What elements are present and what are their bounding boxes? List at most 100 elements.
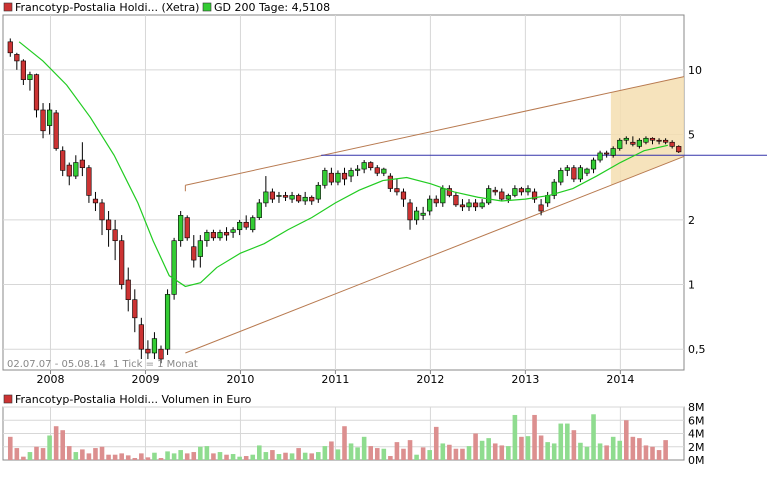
candle-body [269, 191, 276, 200]
candle-body [158, 348, 164, 360]
candle-body [676, 146, 682, 153]
candlestick [387, 173, 393, 192]
candle-body [33, 74, 40, 111]
candlestick [125, 267, 131, 312]
candlestick-series [7, 38, 682, 364]
volume-bar [99, 446, 105, 460]
volume-bar [453, 448, 459, 460]
candle-body [217, 232, 223, 239]
volume-bar [270, 450, 275, 460]
candle-body [282, 195, 289, 198]
candle-body [551, 181, 557, 196]
candlestick [459, 199, 466, 212]
candlestick [394, 179, 400, 196]
volume-bar [60, 430, 65, 460]
volume-bar [610, 436, 616, 460]
candle-body [204, 232, 210, 242]
price-y-tick-label: 2 [688, 214, 695, 227]
candlestick [505, 193, 511, 203]
candle-body [355, 168, 361, 171]
candle-body [289, 195, 295, 200]
volume-bar [322, 446, 328, 460]
volume-y-tick-label: 2M [688, 441, 705, 454]
volume-bar [604, 445, 609, 460]
volume-bar [368, 446, 374, 460]
candlestick [250, 215, 256, 233]
candlestick [649, 137, 656, 145]
volume-bar [7, 436, 13, 460]
candle-body [361, 162, 367, 170]
ma200-line [18, 41, 668, 288]
volume-bar [460, 448, 465, 460]
price-y-tick-label: 5 [688, 128, 695, 141]
candlestick [256, 199, 262, 220]
candle-body [368, 162, 374, 169]
volume-bar [512, 414, 518, 460]
candle-body [525, 188, 531, 193]
candlestick [368, 161, 374, 171]
volume-bar [329, 441, 334, 460]
volume-bar [355, 447, 360, 460]
volume-bar [276, 454, 282, 460]
candle-body [564, 167, 570, 171]
x-axis-year-label: 2011 [321, 373, 349, 386]
candle-body [617, 139, 623, 149]
candle-body [531, 191, 538, 200]
candle-body [394, 188, 400, 193]
volume-bar [381, 448, 387, 460]
volume-legend-label: Francotyp-Postalia Holdi... Volumen in E… [15, 393, 252, 406]
candlestick [636, 138, 642, 149]
volume-bar [158, 458, 164, 460]
candlestick [178, 211, 184, 247]
candlestick [145, 340, 151, 360]
candlestick [230, 227, 236, 238]
price-legend-label: Francotyp-Postalia Holdi... (Xetra) [15, 1, 199, 14]
candlestick [151, 332, 158, 360]
candlestick [590, 157, 597, 174]
volume-bar [119, 453, 124, 460]
candle-body [47, 109, 53, 126]
candlestick [138, 317, 144, 360]
candle-body [7, 41, 13, 54]
volume-bar [558, 423, 564, 460]
volume-bar [315, 452, 321, 460]
candle-body [263, 191, 269, 204]
candle-body [407, 202, 413, 221]
volume-bar [80, 449, 85, 460]
candle-body [420, 212, 426, 216]
candle-body [119, 240, 125, 285]
candle-body [14, 54, 20, 62]
candlestick [335, 170, 341, 186]
candlestick [466, 199, 472, 212]
candlestick [328, 167, 334, 186]
x-axis-year-label: 2014 [606, 373, 634, 386]
candle-body [446, 188, 452, 196]
candlestick [269, 188, 276, 203]
candlestick [577, 165, 584, 183]
candlestick [558, 167, 564, 186]
candle-body [545, 195, 551, 204]
candlestick [518, 186, 525, 196]
price-gridlines [3, 15, 684, 370]
candle-body [322, 170, 328, 186]
volume-bar [394, 442, 400, 460]
volume-bar [125, 455, 131, 460]
volume-bar [289, 453, 295, 460]
volume-bar [407, 440, 413, 460]
candlestick [263, 176, 269, 207]
volume-bar [152, 452, 157, 460]
volume-bar [106, 454, 111, 460]
candle-body [335, 172, 341, 183]
candlestick [669, 140, 675, 149]
volume-bar [643, 445, 649, 460]
candlestick [499, 188, 505, 201]
candlestick [663, 138, 669, 145]
volume-bar [663, 440, 668, 460]
volume-bar [551, 443, 557, 460]
volume-bar [630, 436, 636, 460]
x-axis-year-label: 2009 [131, 373, 159, 386]
volume-bar [211, 453, 216, 460]
volume-bar [243, 456, 249, 460]
candle-body [472, 202, 479, 208]
